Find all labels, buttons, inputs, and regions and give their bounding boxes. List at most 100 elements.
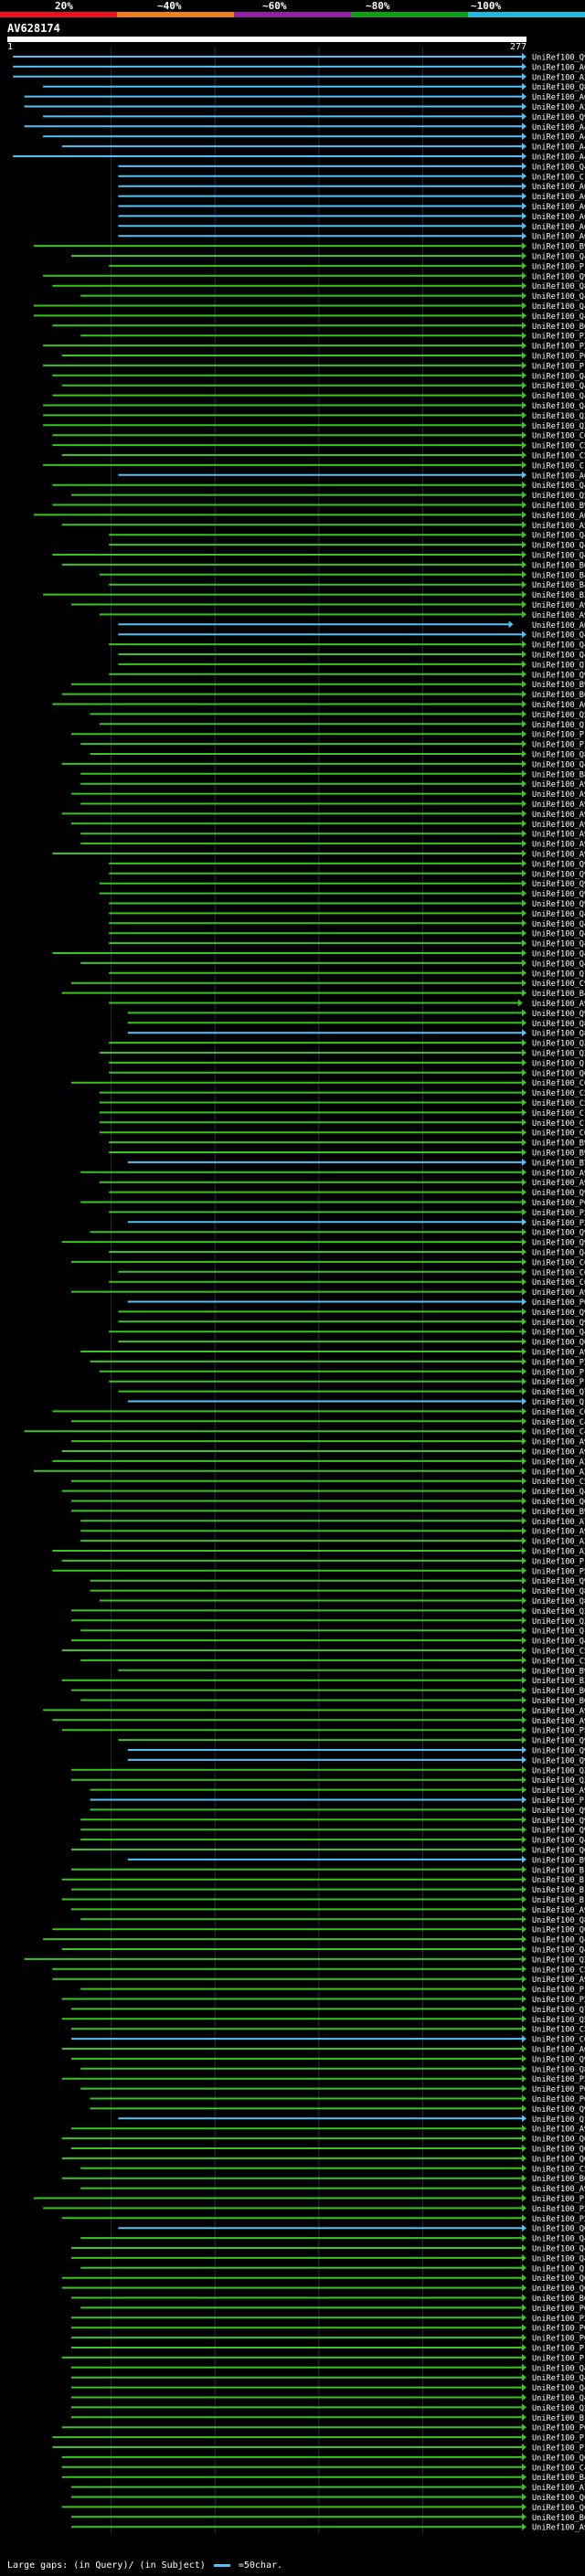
hit-label: UniRef100_Q93XX4 xyxy=(532,900,585,909)
hit-label: UniRef100_B3VN37 xyxy=(532,1677,585,1686)
hit-arrow xyxy=(522,2035,526,2043)
hit-label: UniRef100_B4Y8B6 xyxy=(532,2474,585,2483)
hit-label: UniRef100_A2SY44 xyxy=(532,1538,585,1547)
hit-label: UniRef100_Q33291 xyxy=(532,422,585,431)
hit-arrow xyxy=(522,1049,526,1056)
hit-label: UniRef100_A9NPB2 xyxy=(532,1528,585,1537)
hit-arrow xyxy=(522,1168,526,1176)
identity-color-scale: 20% ~40% ~60% ~80% ~100% xyxy=(0,0,585,20)
hit-label: UniRef100_A9P054 xyxy=(532,2125,585,2135)
hit-label: UniRef100_A4QP13 xyxy=(532,123,585,133)
hit-arrow xyxy=(522,1716,526,1724)
hit-label: UniRef100_A9NTZ7 xyxy=(532,780,585,790)
hit-arrow xyxy=(522,2263,526,2272)
hit-arrow xyxy=(522,2224,526,2232)
hit-arrow xyxy=(522,2174,526,2182)
hit-arrow xyxy=(522,2054,526,2062)
hit-arrow xyxy=(522,670,526,678)
scale-label-80: ~80% xyxy=(366,0,390,12)
hit-label: UniRef100_Q9SQD3 xyxy=(532,1229,585,1238)
hit-arrow xyxy=(522,2473,526,2481)
hit-label: UniRef100_B6SS31 xyxy=(532,2514,585,2523)
hit-arrow xyxy=(522,2493,526,2501)
hit-arrow xyxy=(522,1755,526,1764)
hit-label: UniRef100_P12471 xyxy=(532,1378,585,1387)
hit-arrow xyxy=(522,1985,526,1993)
hit-label: UniRef100_Q9UVE0 xyxy=(532,54,585,63)
hit-arrow xyxy=(522,560,526,568)
hit-arrow xyxy=(522,153,526,160)
hit-label: UniRef100_Q9LKH9 xyxy=(532,1756,585,1765)
hit-label: UniRef100_Q4VV47 xyxy=(532,482,585,491)
hit-arrow xyxy=(522,1776,526,1784)
hit-arrow xyxy=(522,2324,526,2332)
hit-arrow xyxy=(522,1149,526,1156)
hit-arrow xyxy=(522,1397,526,1405)
hit-label: UniRef100_Q32U80 xyxy=(532,1776,585,1786)
hit-arrow xyxy=(522,212,526,220)
hit-arrow xyxy=(522,481,526,489)
hit-label: UniRef100_Q41424 xyxy=(532,2384,585,2393)
hit-label: UniRef100_Q41422 xyxy=(532,2245,585,2254)
hit-arrow xyxy=(522,1387,526,1395)
hit-label: UniRef100_Q8LCZ4 xyxy=(532,1587,585,1596)
hit-arrow xyxy=(522,182,526,190)
hit-label: UniRef100_A9NLD5 xyxy=(532,1786,585,1796)
hit-arrow xyxy=(522,1955,526,1963)
hit-label: UniRef100_Q40956 xyxy=(532,760,585,769)
hit-label: UniRef100_P12290 xyxy=(532,2195,585,2204)
hit-arrow xyxy=(522,1586,526,1595)
hit-arrow xyxy=(522,1666,526,1674)
hit-arrow xyxy=(522,820,526,828)
hit-label: UniRef100_A9NPD6 xyxy=(532,821,585,830)
hit-label: UniRef100_Q41823 xyxy=(532,1837,585,1846)
hit-arrow xyxy=(522,899,526,907)
hit-label: UniRef100_C5Y076 xyxy=(532,452,585,461)
hit-arrow xyxy=(522,869,526,877)
hit-label: UniRef100_Q43644 xyxy=(532,1329,585,1338)
hit-label: UniRef100_Q2HLZ3 xyxy=(532,1050,585,1059)
hit-arrow xyxy=(522,281,526,290)
hit-arrow xyxy=(522,2145,526,2152)
hit-arrow xyxy=(522,92,526,101)
hit-label: UniRef100_P27518 xyxy=(532,1209,585,1218)
hit-label: UniRef100_C6JGZ8 xyxy=(532,1258,585,1267)
hit-arrow xyxy=(522,1975,526,1983)
hit-label: UniRef100_C5X082 xyxy=(532,2026,585,2035)
hit-label: UniRef100_B9RM67 xyxy=(532,243,585,252)
hit-arrow xyxy=(522,2125,526,2133)
hit-label: UniRef100_B0SLF1 xyxy=(532,2295,585,2304)
hit-label: UniRef100_P13851 xyxy=(532,362,585,371)
query-end-label: 277 xyxy=(510,42,527,52)
hit-arrow xyxy=(522,889,526,897)
hit-label: UniRef100_Q41426 xyxy=(532,2374,585,2383)
hit-arrow xyxy=(522,610,526,619)
hit-arrow xyxy=(522,2253,526,2262)
hit-arrow xyxy=(522,1039,526,1047)
hit-arrow xyxy=(522,531,526,539)
hit-label: UniRef100_P06863 xyxy=(532,2095,585,2104)
hit-label: UniRef100_Q84159 xyxy=(532,282,585,292)
hit-label: UniRef100_C9EJ51 xyxy=(532,980,585,989)
hit-label: UniRef100_C5YVW5 xyxy=(532,442,585,451)
hit-arrow xyxy=(522,2154,526,2162)
hit-arrow xyxy=(522,342,526,350)
hit-arrow xyxy=(522,2214,526,2222)
scale-label-60: ~60% xyxy=(262,0,287,12)
hit-arrow xyxy=(522,2274,526,2282)
hit-arrow xyxy=(522,800,526,808)
hit-arrow xyxy=(508,620,514,629)
hit-arrow xyxy=(522,850,526,857)
hit-arrow xyxy=(522,2135,526,2143)
hit-label: UniRef100_A4QPK0 xyxy=(532,143,585,153)
hit-arrow xyxy=(522,471,526,479)
hit-label: UniRef100_Q41425 xyxy=(532,2235,585,2244)
hit-arrow xyxy=(522,2244,526,2252)
hit-arrow xyxy=(522,242,526,250)
hit-label: UniRef100_A5K0S6 xyxy=(532,522,585,531)
hit-label: UniRef100_A0EDJ0 xyxy=(532,93,585,102)
hit-label: UniRef100_P15195 xyxy=(532,1797,585,1806)
hit-arrow xyxy=(522,1816,526,1824)
hit-label: UniRef100_P12331 xyxy=(532,2345,585,2354)
hit-label: UniRef100_Q64443 xyxy=(532,2146,585,2155)
